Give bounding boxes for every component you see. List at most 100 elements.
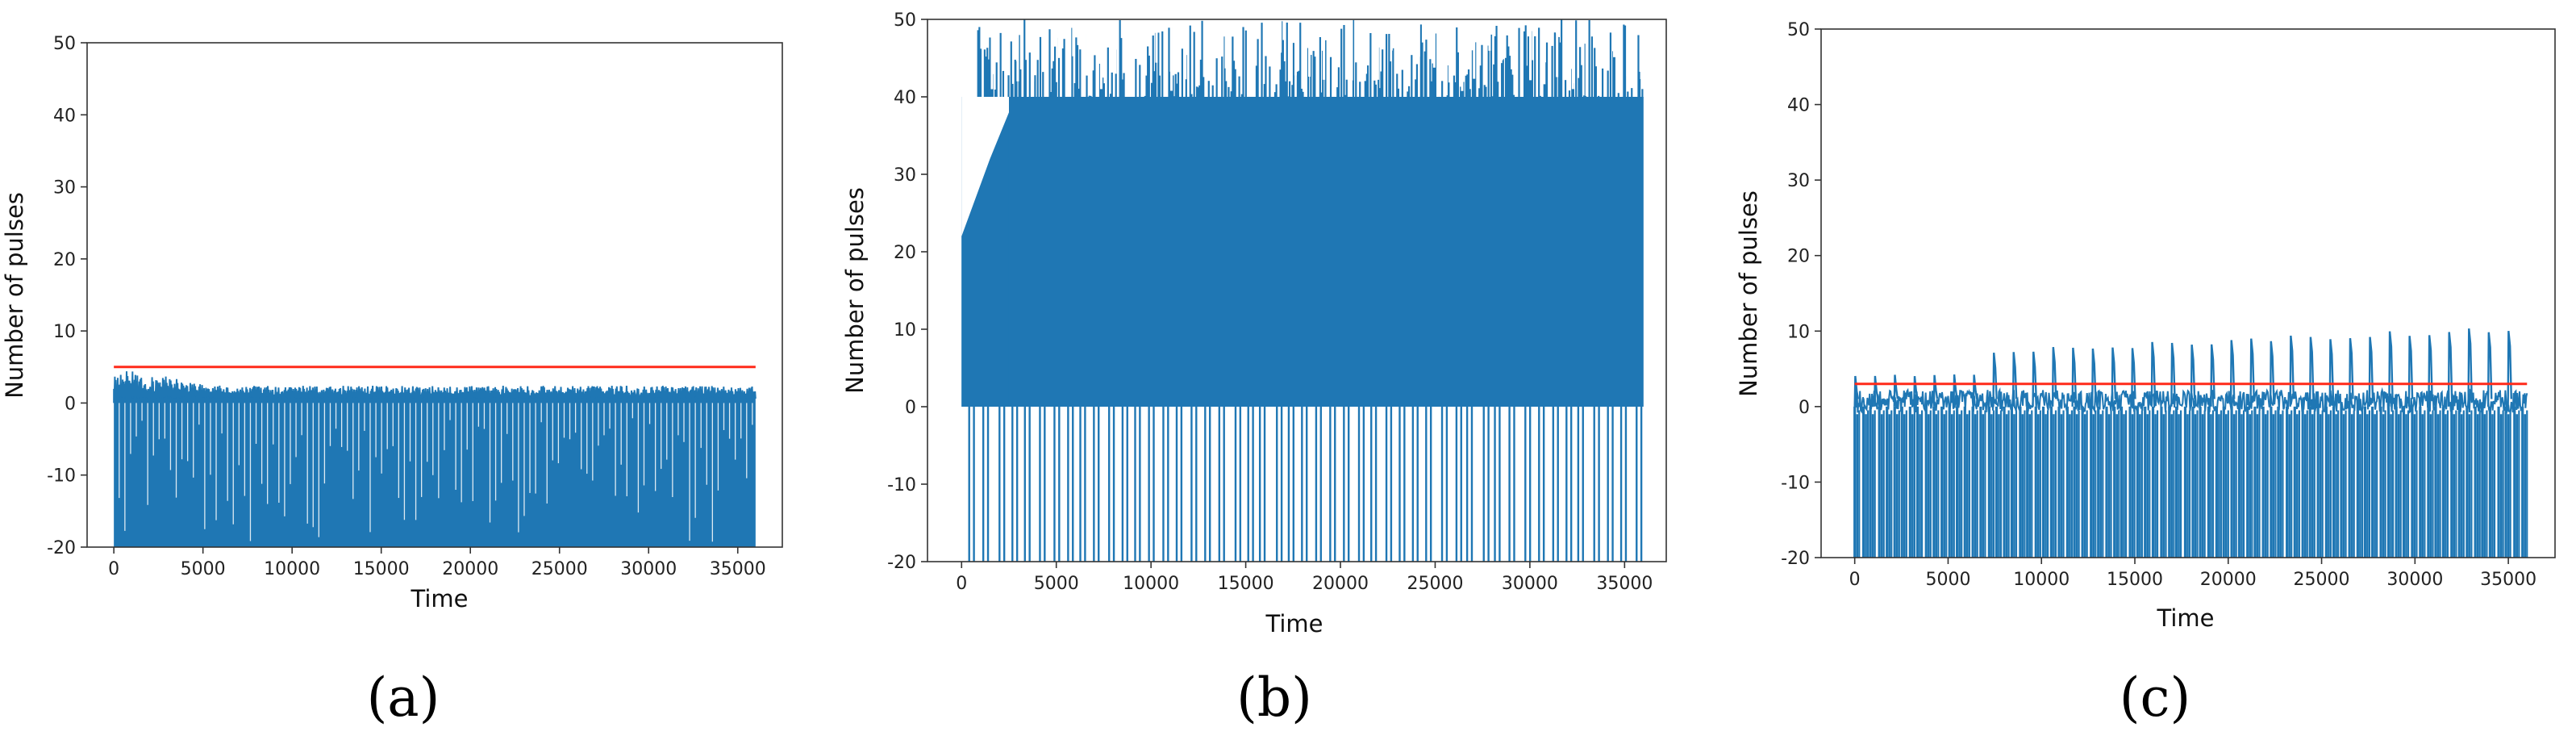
x-tick-label: 30000 [620,559,677,579]
y-tick-label: -10 [47,466,76,487]
x-tick-label: 5000 [1034,574,1079,594]
y-tick-label: -20 [1781,549,1810,569]
x-tick-label: 15000 [1218,574,1274,594]
series-band [961,97,1644,407]
peak [2507,330,2513,407]
x-tick-label: 35000 [1596,574,1653,594]
chart-c: 0 5000 10000 15000 20000 25000 30000 35000 -20 -1… [1735,20,2556,632]
x-tick-label: 10000 [264,559,320,579]
x-tick-label: 15000 [2107,570,2163,590]
peak [1992,352,1998,407]
panel-b: 0 5000 10000 15000 20000 25000 30000 35000 -20 -1… [839,0,1710,744]
y-tick-label: -10 [887,475,916,495]
y-axis-label: Number of pulses [1735,190,1762,397]
y-tick-label: 40 [894,88,916,108]
ramp-mask [961,97,1009,236]
series-line [113,371,757,403]
peak [2091,348,2097,407]
plot-area [113,371,757,547]
peak [2388,331,2394,407]
y-tick-label: 0 [905,398,916,418]
peak [1932,374,1939,407]
y-tick-label: 10 [894,320,916,341]
x-tick-label: 30000 [2386,570,2443,590]
x-tick-label: 20000 [2200,570,2257,590]
y-tick-label: 40 [1787,96,1810,116]
y-tick-label: 50 [53,34,76,54]
y-tick-label: 20 [894,243,916,263]
peak [2349,337,2354,407]
series-line [1853,387,2528,416]
x-tick-label: 25000 [1407,574,1463,594]
peak [2328,339,2335,407]
x-tick-label: 0 [1849,570,1861,590]
y-tick-label: 0 [65,394,76,414]
caption-a: (a) [366,667,440,729]
x-tick-label: 25000 [2294,570,2350,590]
peak [2289,335,2295,407]
x-tick-label: 10000 [2013,570,2070,590]
y-tick-label: 10 [53,322,76,342]
y-tick-label: 10 [1787,322,1810,342]
y-tick-label: 50 [894,10,916,31]
peak [2051,346,2057,407]
chart-a: 0 5000 10000 15000 20000 25000 30000 35000 -20 -1… [1,34,783,612]
x-tick-label: 5000 [181,559,226,579]
peak [2071,347,2078,407]
peak [2032,351,2037,407]
axes-frame [927,19,1667,562]
chart-b: 0 5000 10000 15000 20000 25000 30000 35000 -20 -1… [841,10,1667,637]
axes-frame [86,42,783,548]
peak [2131,348,2136,407]
panel-a: 0 5000 10000 15000 20000 25000 30000 35000 -20 -1… [0,0,807,744]
y-tick-label: 20 [1787,247,1810,267]
axes-frame [1820,28,2556,558]
x-tick-label: 30000 [1502,574,1558,594]
y-tick-label: 40 [53,106,76,126]
y-tick-label: 50 [1787,20,1810,40]
x-tick-label: 10000 [1123,574,1179,594]
peak [2249,338,2255,407]
peak [2190,345,2196,407]
x-tick-label: 0 [108,559,119,579]
x-tick-label: 25000 [531,559,588,579]
x-tick-label: 15000 [353,559,410,579]
peak [2170,342,2176,407]
y-tick-label: 30 [1787,171,1810,191]
peak [2447,332,2453,407]
caption-c: (c) [2119,667,2191,729]
peak [2210,344,2215,407]
series-band [114,395,756,547]
y-tick-label: 20 [53,250,76,270]
peak [2229,340,2236,407]
x-axis-label: Time [1265,610,1323,637]
peak [2150,341,2157,407]
y-tick-label: 0 [1799,398,1810,418]
y-axis-label: Number of pulses [841,187,869,394]
x-tick-label: 0 [956,574,967,594]
caption-b: (b) [1236,667,1312,729]
x-tick-label: 5000 [1925,570,1970,590]
x-tick-label: 35000 [2480,570,2536,590]
plot-area [961,19,1644,562]
plot-area [1853,328,2528,558]
peak [1953,374,1958,407]
x-tick-label: 35000 [710,559,766,579]
panel-c: 0 5000 10000 15000 20000 25000 30000 35000 -20 -1… [1734,0,2576,744]
peak [1972,374,1978,407]
peak [1893,374,1899,407]
peak [2309,336,2315,407]
peak [2428,335,2433,407]
peak [2486,332,2493,407]
peak [2407,336,2414,407]
peak [2467,328,2473,407]
x-axis-label: Time [2157,604,2215,632]
y-tick-label: 30 [53,178,76,199]
y-axis-label: Number of pulses [1,192,28,399]
series-ramp [961,112,1009,407]
x-axis-label: Time [411,585,469,612]
peak [2269,341,2275,407]
peak [2111,347,2117,407]
x-tick-label: 20000 [442,559,498,579]
y-tick-label: -20 [47,538,76,558]
